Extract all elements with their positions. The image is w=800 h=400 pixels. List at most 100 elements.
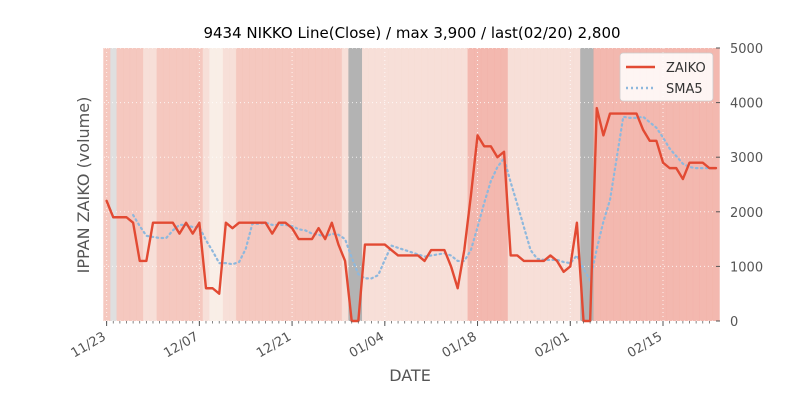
background-band [626, 48, 634, 321]
background-band [573, 48, 581, 321]
background-band [606, 48, 614, 321]
background-band [156, 48, 164, 321]
x-tick-label: 12/07 [161, 329, 201, 361]
background-band [487, 48, 495, 321]
y-axis-label: IPPAN ZAIKO (volume) [74, 97, 93, 274]
background-band [560, 48, 568, 321]
background-band [613, 48, 621, 321]
y-tick-label: 4000 [730, 97, 763, 112]
background-band [129, 48, 137, 321]
background-band [162, 48, 170, 321]
x-tick-label: 01/18 [440, 329, 480, 361]
background-band [672, 48, 680, 321]
x-axis: 11/23 12/07 12/21 01/04 01/18 02/01 02/15 [69, 321, 710, 361]
background-band [547, 48, 555, 321]
background-band [527, 48, 535, 321]
background-band [494, 48, 502, 321]
x-tick-label: 01/04 [347, 329, 387, 361]
background-band [593, 48, 601, 321]
background-band [169, 48, 177, 321]
background-band [441, 48, 449, 321]
background-band [454, 48, 462, 321]
background-band [374, 48, 382, 321]
background-band [235, 48, 243, 321]
background-band [215, 48, 223, 321]
background-band [202, 48, 210, 321]
background-band [222, 48, 230, 321]
background-band [692, 48, 700, 321]
background-band [143, 48, 151, 321]
background-band [679, 48, 687, 321]
y-tick-label: 3000 [730, 151, 763, 166]
background-band [600, 48, 608, 321]
background-band [315, 48, 323, 321]
background-band [109, 48, 117, 321]
background-band [182, 48, 190, 321]
background-band [321, 48, 329, 321]
x-tick-label: 02/01 [532, 329, 572, 361]
background-band [633, 48, 641, 321]
background-band [513, 48, 521, 321]
background-band [308, 48, 316, 321]
background-band [355, 48, 363, 321]
background-band [533, 48, 541, 321]
background-band [520, 48, 528, 321]
background-band [586, 48, 594, 321]
background-band [136, 48, 144, 321]
background-band [176, 48, 184, 321]
background-band [646, 48, 654, 321]
background-band [414, 48, 422, 321]
y-tick-label: 2000 [730, 206, 763, 221]
background-band [116, 48, 124, 321]
background-band [712, 48, 720, 321]
background-band [189, 48, 197, 321]
background-band [480, 48, 488, 321]
background-band [255, 48, 263, 321]
series-line-sma5 [132, 115, 718, 282]
background-band [341, 48, 349, 321]
background-band [553, 48, 561, 321]
background-band [653, 48, 661, 321]
y-tick-label: 5000 [730, 42, 763, 57]
background-band [639, 48, 647, 321]
legend-label-zaiko: ZAIKO [666, 61, 706, 76]
background-band [447, 48, 455, 321]
background-band [302, 48, 310, 321]
background-band [335, 48, 343, 321]
x-axis-label: DATE [389, 366, 431, 385]
x-tick-label: 11/23 [69, 329, 109, 361]
background-band [421, 48, 429, 321]
background-band [540, 48, 548, 321]
legend: ZAIKO SMA5 [619, 52, 714, 102]
background-band [282, 48, 290, 321]
background-band [123, 48, 131, 321]
background-band [348, 48, 356, 321]
background-band [361, 48, 369, 321]
background-band [295, 48, 303, 321]
x-tick-label: 02/15 [625, 329, 665, 361]
legend-box [619, 52, 714, 102]
background-band [500, 48, 508, 321]
series-layer [105, 106, 718, 323]
background-band [275, 48, 283, 321]
background-band [394, 48, 402, 321]
background-band [686, 48, 694, 321]
background-band [149, 48, 157, 321]
background-band [388, 48, 396, 321]
background-band [368, 48, 376, 321]
background-band [427, 48, 435, 321]
background-band [268, 48, 276, 321]
background-band [229, 48, 237, 321]
background-band [699, 48, 707, 321]
background-band [619, 48, 627, 321]
series-line-zaiko [105, 106, 718, 323]
background-band [209, 48, 217, 321]
background-band [580, 48, 588, 321]
background-band [706, 48, 714, 321]
y-tick-label: 1000 [730, 260, 763, 275]
background-band [328, 48, 336, 321]
legend-label-sma5: SMA5 [666, 82, 703, 97]
background-band [242, 48, 250, 321]
background-band [666, 48, 674, 321]
background-band [401, 48, 409, 321]
